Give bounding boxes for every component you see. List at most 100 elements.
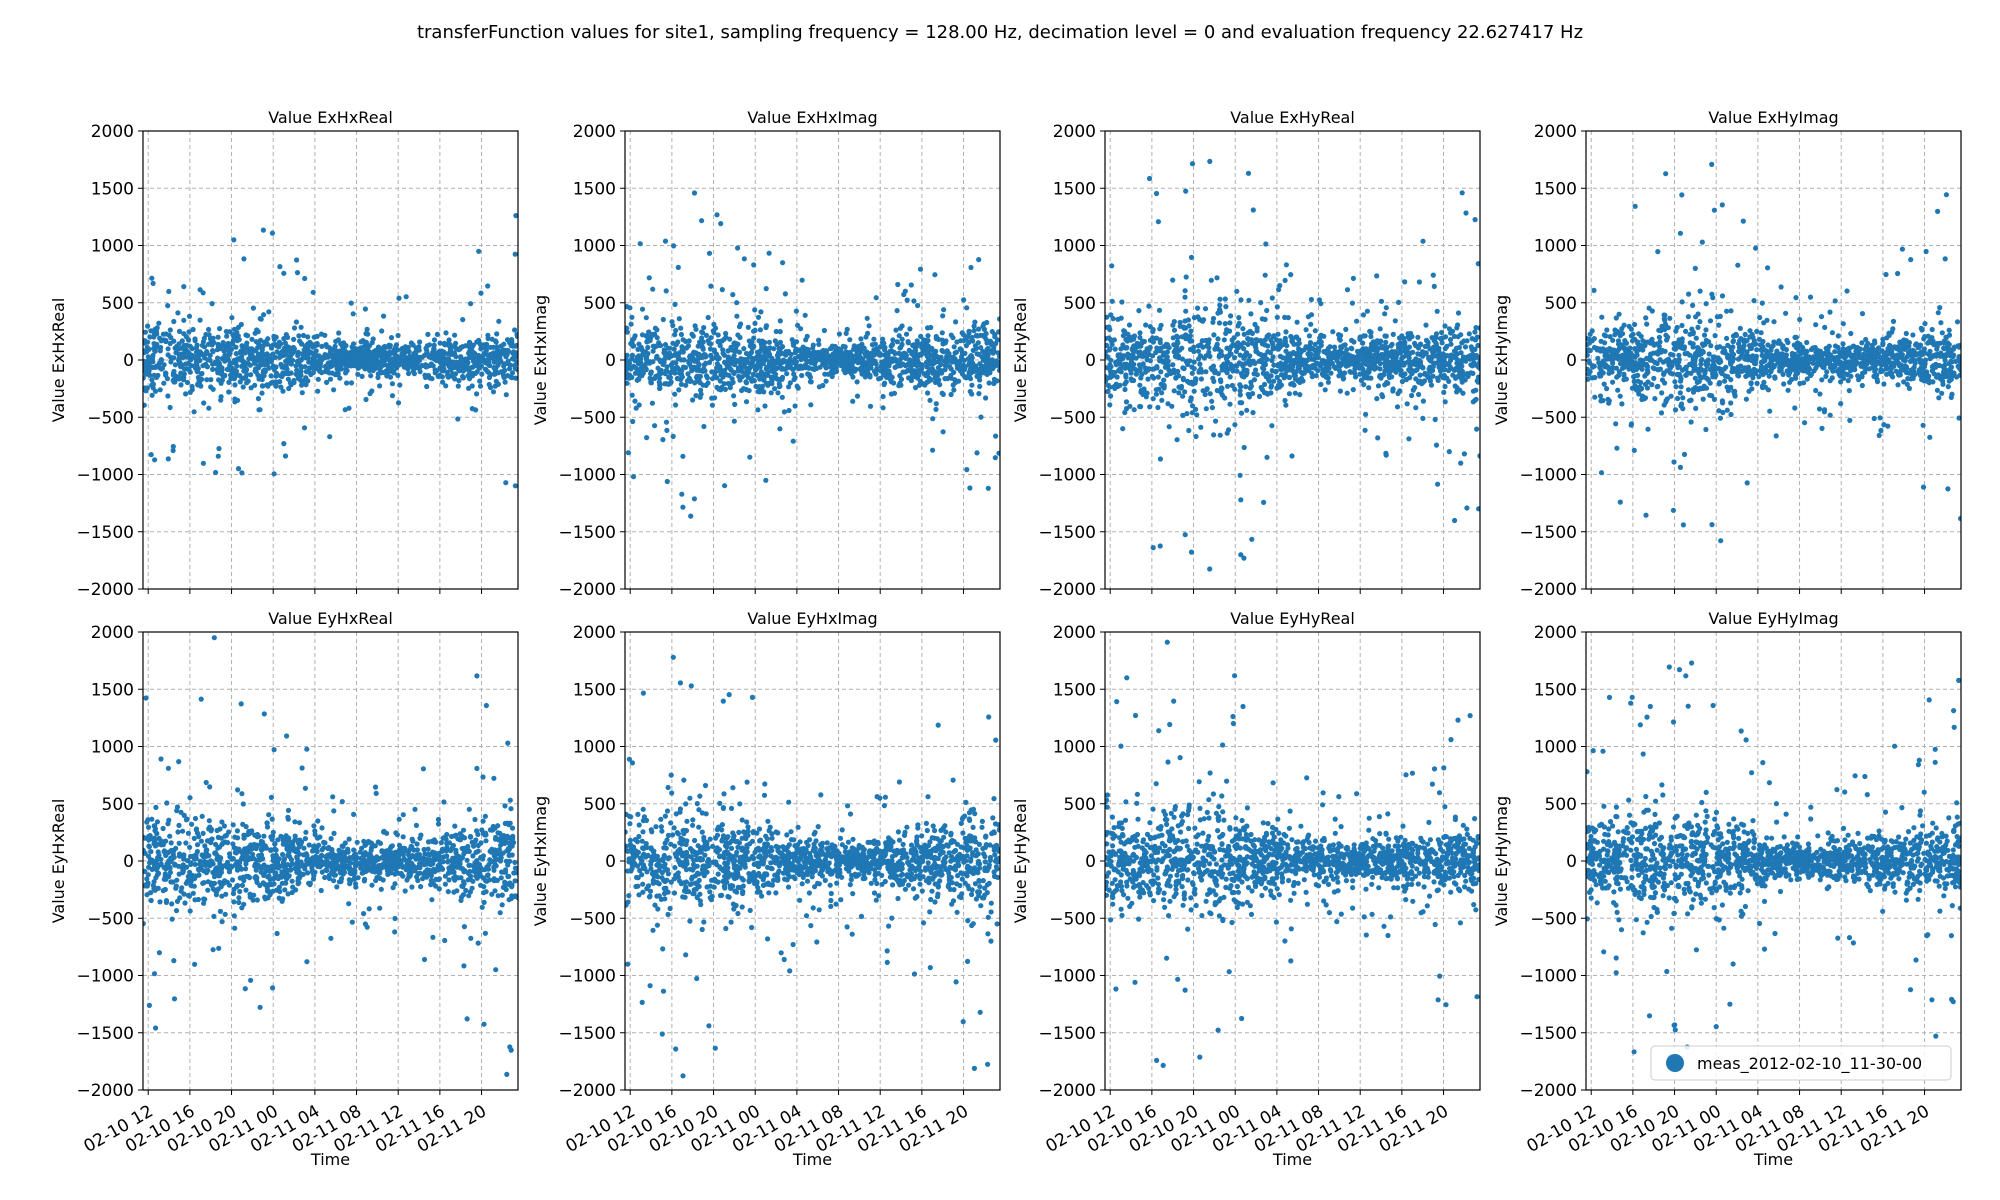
- data-point: [656, 379, 662, 385]
- data-point: [795, 385, 801, 391]
- data-point: [895, 281, 901, 288]
- data-point: [1212, 368, 1218, 374]
- data-point: [680, 453, 686, 459]
- data-point: [1232, 386, 1238, 392]
- data-point: [1236, 320, 1242, 326]
- data-point: [723, 334, 729, 340]
- data-point: [151, 345, 157, 351]
- data-point: [971, 323, 977, 329]
- data-point: [149, 275, 155, 281]
- data-point: [932, 272, 938, 278]
- data-point: [377, 383, 383, 389]
- data-point: [717, 366, 723, 372]
- data-point: [673, 327, 679, 334]
- data-point: [1395, 365, 1401, 371]
- data-point: [1476, 506, 1480, 512]
- data-point: [985, 485, 991, 491]
- data-point: [153, 374, 160, 380]
- data-point: [243, 332, 249, 338]
- data-point: [1184, 411, 1190, 417]
- data-point: [700, 368, 706, 374]
- data-point: [364, 326, 370, 332]
- data-point: [1824, 369, 1830, 375]
- data-point: [1117, 352, 1123, 358]
- data-point: [699, 329, 705, 335]
- data-point: [143, 329, 148, 335]
- data-point: [186, 329, 192, 335]
- data-point: [845, 357, 851, 364]
- data-point: [181, 284, 187, 290]
- data-point: [976, 391, 982, 397]
- data-point: [882, 344, 888, 350]
- data-point: [664, 364, 670, 370]
- data-point: [1423, 322, 1429, 328]
- data-point: [298, 365, 304, 371]
- data-point: [1374, 396, 1380, 402]
- data-point: [909, 371, 916, 378]
- data-point: [233, 344, 239, 350]
- data-point: [381, 358, 387, 364]
- data-point: [850, 398, 856, 404]
- data-point: [645, 344, 651, 351]
- data-point: [1264, 333, 1270, 340]
- data-point: [1793, 295, 1799, 301]
- data-point: [1354, 357, 1361, 363]
- data-point: [1797, 380, 1803, 387]
- data-point: [269, 230, 275, 236]
- data-point: [1422, 343, 1428, 350]
- data-point: [1217, 302, 1223, 308]
- data-point: [1120, 333, 1126, 339]
- data-point: [643, 367, 649, 373]
- data-point: [701, 325, 707, 331]
- data-point: [894, 339, 901, 345]
- data-point: [1262, 360, 1268, 366]
- data-point: [390, 356, 396, 362]
- data-point: [675, 264, 681, 270]
- data-point: [708, 341, 714, 347]
- data-point: [975, 340, 981, 346]
- data-point: [634, 354, 640, 360]
- data-point: [736, 373, 742, 379]
- data-point: [297, 371, 303, 377]
- data-point: [1112, 346, 1118, 352]
- data-point: [215, 343, 221, 349]
- data-point: [888, 359, 894, 365]
- data-point: [512, 483, 518, 489]
- data-point: [1392, 360, 1398, 366]
- data-point: [1385, 366, 1391, 372]
- data-point: [434, 331, 440, 337]
- data-point: [502, 379, 508, 385]
- data-point: [698, 343, 705, 349]
- data-point: [313, 348, 319, 354]
- data-point: [474, 356, 480, 362]
- y-tick-label: 1500: [573, 179, 616, 199]
- data-point: [370, 357, 377, 363]
- data-point: [925, 333, 931, 339]
- data-point: [812, 350, 818, 356]
- data-point: [1256, 393, 1263, 399]
- data-point: [1170, 362, 1176, 368]
- data-point: [1282, 397, 1288, 404]
- data-point: [1308, 312, 1315, 318]
- data-point: [1229, 337, 1235, 343]
- data-point: [1218, 378, 1224, 385]
- data-point: [751, 328, 757, 334]
- data-point: [1271, 362, 1277, 368]
- data-point: [186, 337, 192, 343]
- data-point: [1238, 552, 1244, 558]
- data-point: [1377, 326, 1383, 332]
- data-point: [1414, 367, 1420, 373]
- data-point: [271, 471, 277, 477]
- data-point: [1145, 346, 1151, 352]
- data-point: [930, 352, 936, 358]
- data-point: [746, 369, 752, 375]
- data-point: [709, 376, 716, 382]
- data-point: [639, 306, 646, 312]
- data-point: [1193, 406, 1199, 412]
- data-point: [391, 370, 397, 376]
- data-point: [799, 277, 805, 283]
- data-point: [291, 325, 298, 331]
- data-point: [1605, 396, 1611, 402]
- data-point: [823, 361, 829, 367]
- data-point: [1325, 379, 1331, 385]
